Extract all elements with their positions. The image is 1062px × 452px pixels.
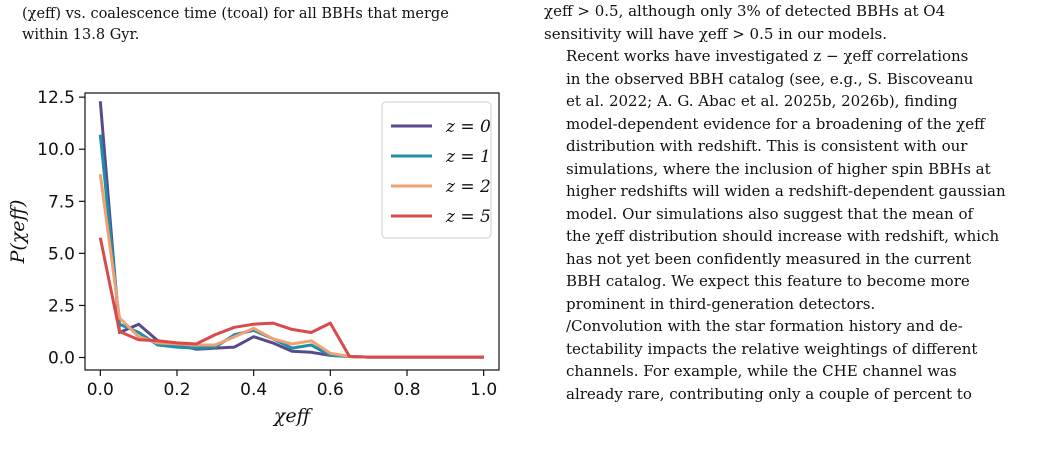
text-line: simulations, where the inclusion of high… — [566, 159, 991, 178]
x-tick-label: 0.6 — [317, 380, 344, 400]
series-line-3 — [98, 237, 484, 359]
text-line: distribution with redshift. This is cons… — [566, 137, 968, 155]
text-line: prominent in third-generation detectors. — [566, 294, 876, 313]
text-line: model. Our simulations also suggest that… — [566, 204, 974, 223]
series-lines — [98, 101, 484, 359]
caption-line-1: (χeff) vs. coalescence time (tcoal) for … — [22, 6, 449, 22]
text-line: already rare, contributing only a couple… — [566, 384, 972, 403]
text-line: the χeff distribution should increase wi… — [566, 227, 1000, 245]
legend-label-3: z = 5 — [445, 207, 491, 227]
legend-label-2: z = 2 — [445, 177, 491, 197]
caption-line-2: within 13.8 Gyr. — [22, 27, 140, 43]
y-tick-label: 5.0 — [48, 244, 75, 264]
text-line: χeff > 0.5, although only 3% of detected… — [544, 2, 946, 20]
paragraph-1: χeff > 0.5, although only 3% of detected… — [544, 0, 1044, 45]
y-tick-label: 2.5 — [48, 296, 75, 316]
x-tick-label: 0.4 — [240, 380, 267, 400]
x-axis-label: χeff — [272, 405, 314, 427]
text-line: channels. For example, while the CHE cha… — [566, 362, 957, 380]
text-line: Recent works have investigated z − χeff … — [566, 47, 969, 65]
chi-eff-distribution-chart: 0.0 0.2 0.4 0.6 0.8 1.0 0.02.55.07.510.012.5 … — [7, 88, 500, 427]
x-tick-label: 0.2 — [163, 380, 190, 400]
y-tick-label: 12.5 — [37, 88, 75, 108]
x-tick-label: 0.8 — [393, 380, 420, 400]
body-text: χeff > 0.5, although only 3% of detected… — [544, 0, 1044, 405]
y-ticks: 0.0 2.5 5.0 7.5 10.0 12.5 — [37, 88, 85, 369]
legend-label-0: z = 0 — [445, 117, 491, 137]
text-line: sensitivity will have χeff > 0.5 in our … — [544, 24, 888, 43]
text-line: /Convolution with the star formation his… — [566, 317, 963, 335]
figure-caption: (χeff) vs. coalescence time (tcoal) for … — [22, 4, 497, 46]
x-ticks: 0.0 0.2 0.4 0.6 0.8 1.0 — [87, 370, 497, 400]
text-line: has not yet been confidently measured in… — [566, 249, 972, 268]
y-axis-label: P(χeff) — [7, 200, 29, 265]
text-line: model-dependent evidence for a broadenin… — [566, 114, 985, 133]
text-line: BBH catalog. We expect this feature to b… — [566, 272, 970, 290]
y-tick-label: 7.5 — [48, 192, 75, 212]
x-tick-label: 1.0 — [470, 380, 497, 400]
x-tick-label: 0.0 — [87, 380, 114, 400]
paragraph-2: Recent works have investigated z − χeff … — [544, 45, 1044, 315]
y-tick-label: 0.0 — [48, 349, 75, 369]
text-line: higher redshifts will widen a redshift-d… — [566, 182, 1006, 200]
plot-frame — [84, 92, 500, 371]
legend: z = 0 z = 1 z = 2 z = 5 — [381, 101, 492, 239]
legend-label-1: z = 1 — [445, 147, 491, 167]
y-tick-label: 10.0 — [37, 140, 75, 160]
paragraph-3: /Convolution with the star formation his… — [544, 315, 1044, 405]
text-line: et al. 2022; A. G. Abac et al. 2025b, 20… — [566, 92, 958, 110]
text-line: tectability impacts the relative weighti… — [566, 339, 978, 358]
legend-box — [381, 101, 492, 239]
text-line: in the observed BBH catalog (see, e.g., … — [566, 69, 974, 88]
